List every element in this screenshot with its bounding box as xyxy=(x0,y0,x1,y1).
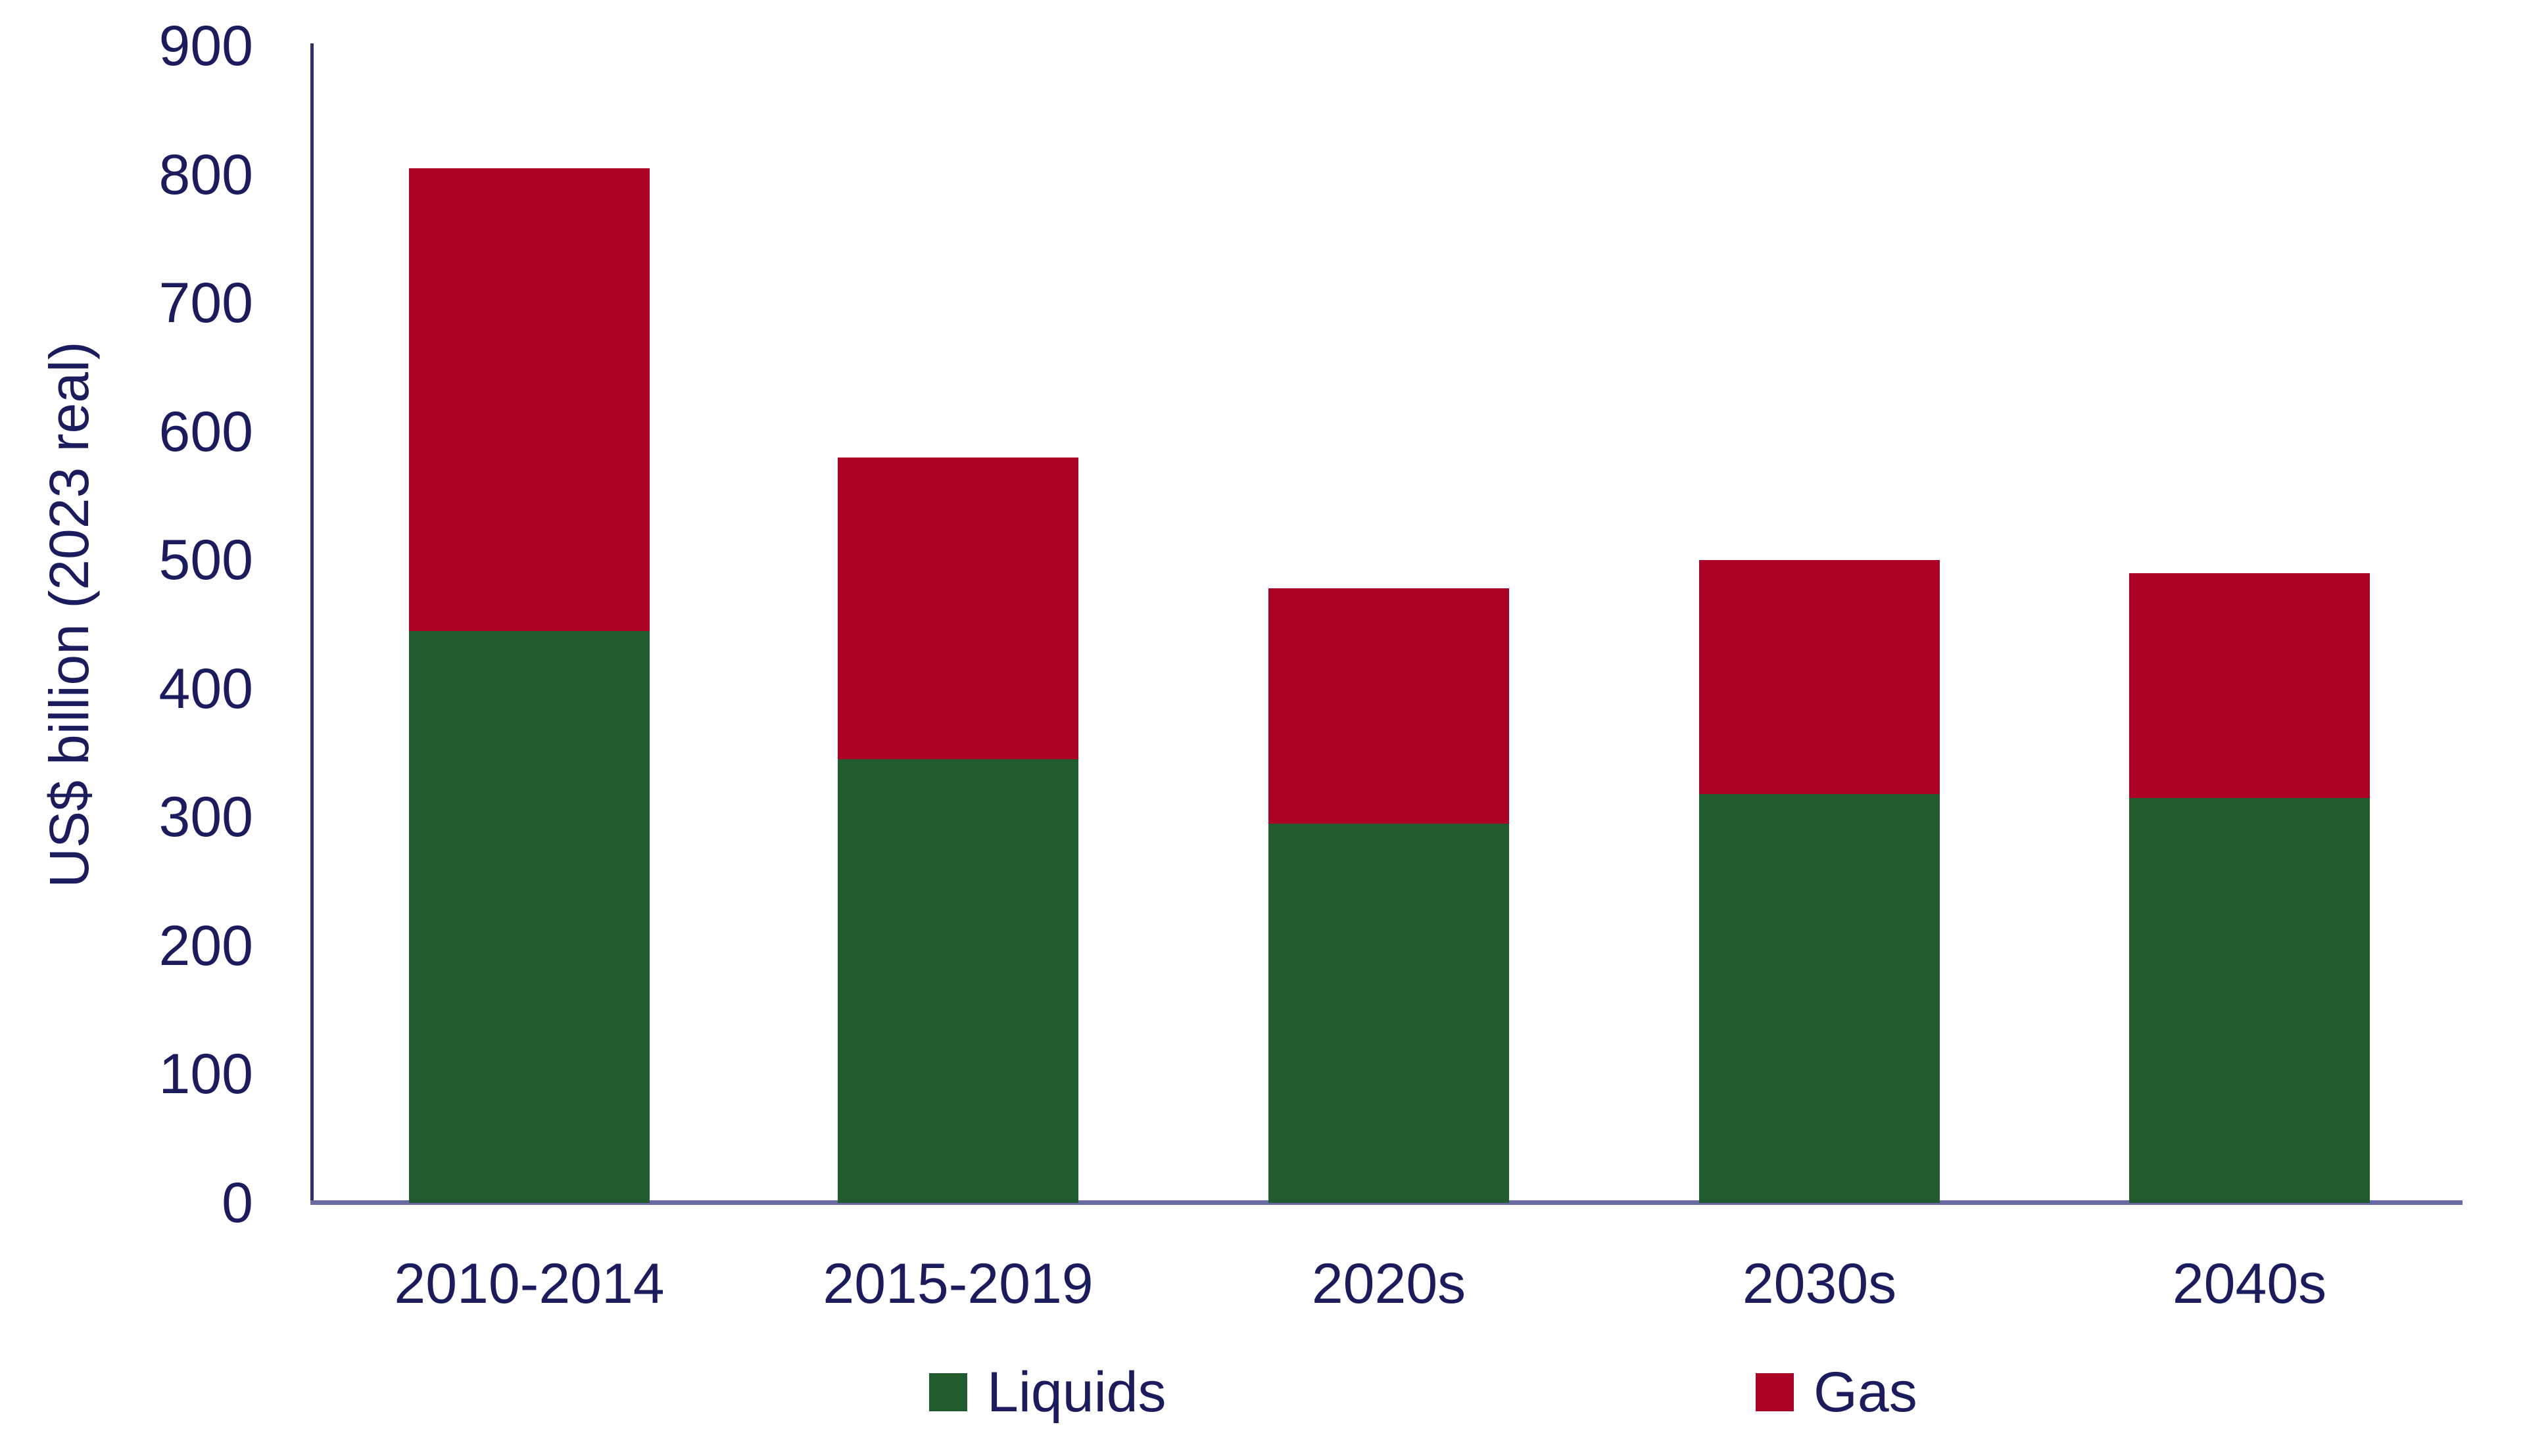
x-tick-label-2010-2014: 2010-2014 xyxy=(394,1252,665,1315)
bar-2030s xyxy=(1699,560,1940,1203)
bar-segment-liquids-2040s xyxy=(2129,797,2370,1203)
bar-segment-gas-2015-2019 xyxy=(838,457,1078,760)
x-tick-label-2040s: 2040s xyxy=(2172,1252,2327,1315)
y-tick-label-500: 500 xyxy=(158,528,254,592)
bar-2020s xyxy=(1268,588,1509,1203)
y-tick-label-300: 300 xyxy=(158,786,254,849)
bar-segment-gas-2040s xyxy=(2129,573,2370,798)
legend-item-liquids: Liquids xyxy=(929,1359,1166,1425)
bar-2040s xyxy=(2129,573,2370,1203)
liquids-swatch-icon xyxy=(929,1373,967,1411)
y-tick-label-700: 700 xyxy=(158,271,254,335)
y-tick-label-800: 800 xyxy=(158,143,254,206)
bar-segment-gas-2020s xyxy=(1268,588,1509,824)
y-axis-line xyxy=(310,43,314,1204)
y-tick-label-600: 600 xyxy=(158,400,254,463)
bar-segment-gas-2010-2014 xyxy=(409,168,650,631)
bar-segment-liquids-2010-2014 xyxy=(409,630,650,1203)
bar-2010-2014 xyxy=(409,168,650,1203)
x-tick-label-2030s: 2030s xyxy=(1742,1252,1897,1315)
gas-swatch-icon xyxy=(1756,1373,1794,1411)
y-tick-label-400: 400 xyxy=(158,657,254,720)
y-tick-label-900: 900 xyxy=(158,14,254,78)
bar-segment-liquids-2030s xyxy=(1699,794,1940,1203)
bar-2015-2019 xyxy=(838,457,1078,1203)
bar-segment-gas-2030s xyxy=(1699,560,1940,795)
legend-item-gas: Gas xyxy=(1756,1359,1917,1425)
y-tick-label-0: 0 xyxy=(222,1171,253,1234)
legend-label-gas: Gas xyxy=(1814,1361,1917,1424)
x-tick-label-2020s: 2020s xyxy=(1311,1252,1466,1315)
bar-segment-liquids-2020s xyxy=(1268,824,1509,1203)
x-tick-label-2015-2019: 2015-2019 xyxy=(823,1252,1094,1315)
y-tick-label-100: 100 xyxy=(158,1043,254,1106)
y-tick-label-200: 200 xyxy=(158,914,254,977)
legend-label-liquids: Liquids xyxy=(987,1361,1166,1424)
bar-segment-liquids-2015-2019 xyxy=(838,759,1078,1203)
